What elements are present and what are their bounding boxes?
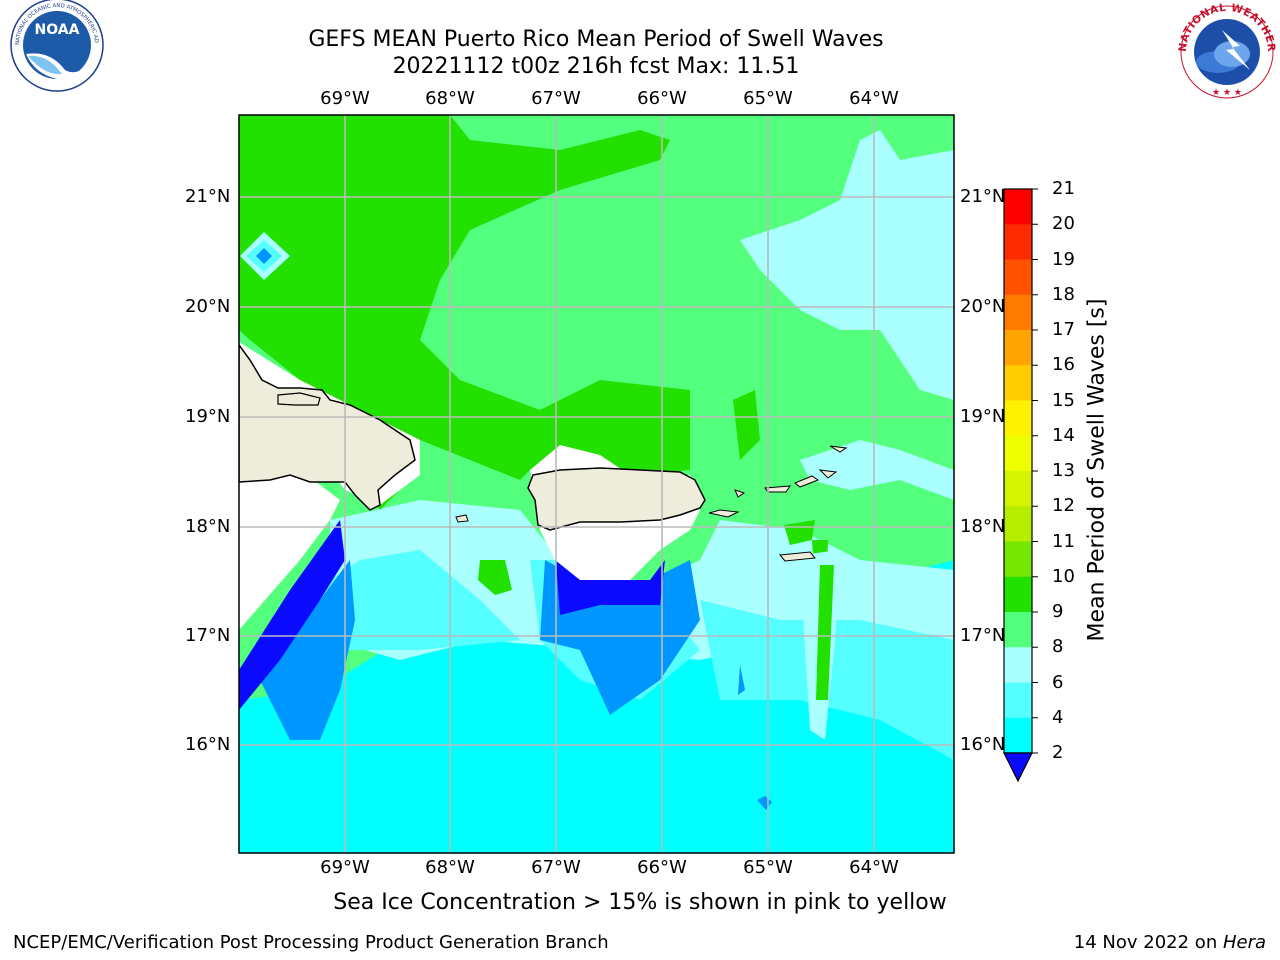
colorbar-band (1004, 259, 1032, 296)
lat-label-right: 21°N (960, 186, 1006, 207)
svg-text:NATIONAL WEATHER SERVICE: NATIONAL WEATHER SERVICE (0, 0, 1277, 53)
colorbar-tick-label: 14 (1052, 424, 1075, 446)
map-frame (238, 114, 955, 854)
map-gridlines (239, 115, 954, 853)
colorbar-band (1004, 471, 1032, 507)
lon-label-top: 68°W (425, 88, 475, 109)
hispaniola-land (239, 343, 416, 511)
footer-date-text: 14 Nov 2022 on (1073, 932, 1223, 953)
lat-label-right: 19°N (960, 406, 1006, 427)
colorbar-tick-label: 9 (1052, 601, 1064, 622)
lat-label-right: 18°N (960, 516, 1006, 537)
colorbar-extend-triangle (1003, 752, 1033, 783)
colorbar-tick-label: 2 (1052, 742, 1064, 763)
colorbar-band (1004, 400, 1032, 437)
lat-label-left: 21°N (185, 186, 231, 207)
colorbar-tick-label: 8 (1052, 636, 1064, 658)
lat-label-left: 18°N (185, 516, 231, 537)
colorbar-title: Mean Period of Swell Waves [s] (1084, 298, 1110, 642)
colorbar-band (1004, 717, 1032, 754)
lon-label-top: 69°W (320, 88, 370, 109)
lat-label-right: 20°N (960, 296, 1006, 317)
lon-label-bottom: 68°W (425, 857, 475, 878)
map-subtitle: 20221112 t00z 216h fcst Max: 11.51 (392, 54, 800, 79)
colorbar-tick-label: 6 (1052, 671, 1064, 693)
colorbar-tick-label: 17 (1052, 319, 1075, 340)
colorbar-tick-label: 19 (1052, 248, 1075, 270)
colorbar-tick-label: 21 (1052, 178, 1075, 199)
colorbar-tick-label: 18 (1052, 283, 1075, 305)
colorbar-tick-label: 16 (1052, 354, 1075, 376)
svg-text:★ ★ ★: ★ ★ ★ (1212, 88, 1242, 98)
colorbar-tick-label: 10 (1052, 565, 1075, 587)
footer-credit: NCEP/EMC/Verification Post Processing Pr… (13, 932, 609, 953)
lon-label-bottom: 66°W (637, 857, 687, 878)
colorbar-band (1004, 435, 1032, 472)
noaa-logo-text: NOAA (35, 22, 80, 38)
lon-label-bottom: 64°W (849, 857, 899, 878)
footer-machine: Hera (1222, 932, 1266, 953)
lat-label-right: 16°N (960, 734, 1006, 755)
lat-label-right: 17°N (960, 625, 1006, 646)
colorbar-band (1004, 365, 1032, 401)
colorbar-band (1004, 541, 1032, 578)
footer-date: 14 Nov 2022 on Hera (1074, 932, 1266, 953)
colorbar-tick-label: 12 (1052, 495, 1075, 517)
lon-label-top: 66°W (637, 88, 687, 109)
map-title: GEFS MEAN Puerto Rico Mean Period of Swe… (308, 27, 884, 52)
nws-logo: NATIONAL WEATHER SERVICE ★ ★ ★ (0, 0, 1277, 99)
colorbar-band (1004, 189, 1032, 225)
colorbar-tick-label: 4 (1052, 706, 1064, 728)
colorbar-tick-label: 15 (1052, 389, 1075, 411)
lat-label-left: 16°N (185, 734, 231, 755)
colorbar-band (1004, 576, 1032, 613)
colorbar-band (1004, 647, 1032, 683)
swell-period-field (239, 115, 954, 853)
lon-label-bottom: 67°W (531, 857, 581, 878)
colorbar-band (1004, 224, 1032, 260)
colorbar-band (1004, 612, 1032, 648)
noaa-logo: NOAA NATIONAL OCEANIC AND ATMOSPHERIC AD… (0, 0, 104, 92)
colorbar-band (1004, 330, 1032, 366)
puerto-rico-land (527, 467, 706, 531)
colorbar-tick-label: 11 (1052, 530, 1075, 552)
colorbar-band (1004, 294, 1032, 331)
colorbar-band (1004, 506, 1032, 542)
colorbar-tick-label: 20 (1052, 213, 1075, 235)
colorbar-band (1004, 682, 1032, 719)
lon-label-top: 67°W (531, 88, 581, 109)
lat-label-left: 17°N (185, 625, 231, 646)
lat-label-left: 19°N (185, 406, 231, 427)
colorbar (1003, 188, 1038, 783)
sea-ice-note: Sea Ice Concentration > 15% is shown in … (333, 890, 947, 915)
lon-label-bottom: 65°W (743, 857, 793, 878)
colorbar-tick-label: 13 (1052, 460, 1075, 481)
lon-label-bottom: 69°W (320, 857, 370, 878)
lon-label-top: 64°W (849, 88, 899, 109)
lon-label-top: 65°W (743, 88, 793, 109)
lat-label-left: 20°N (185, 296, 231, 317)
